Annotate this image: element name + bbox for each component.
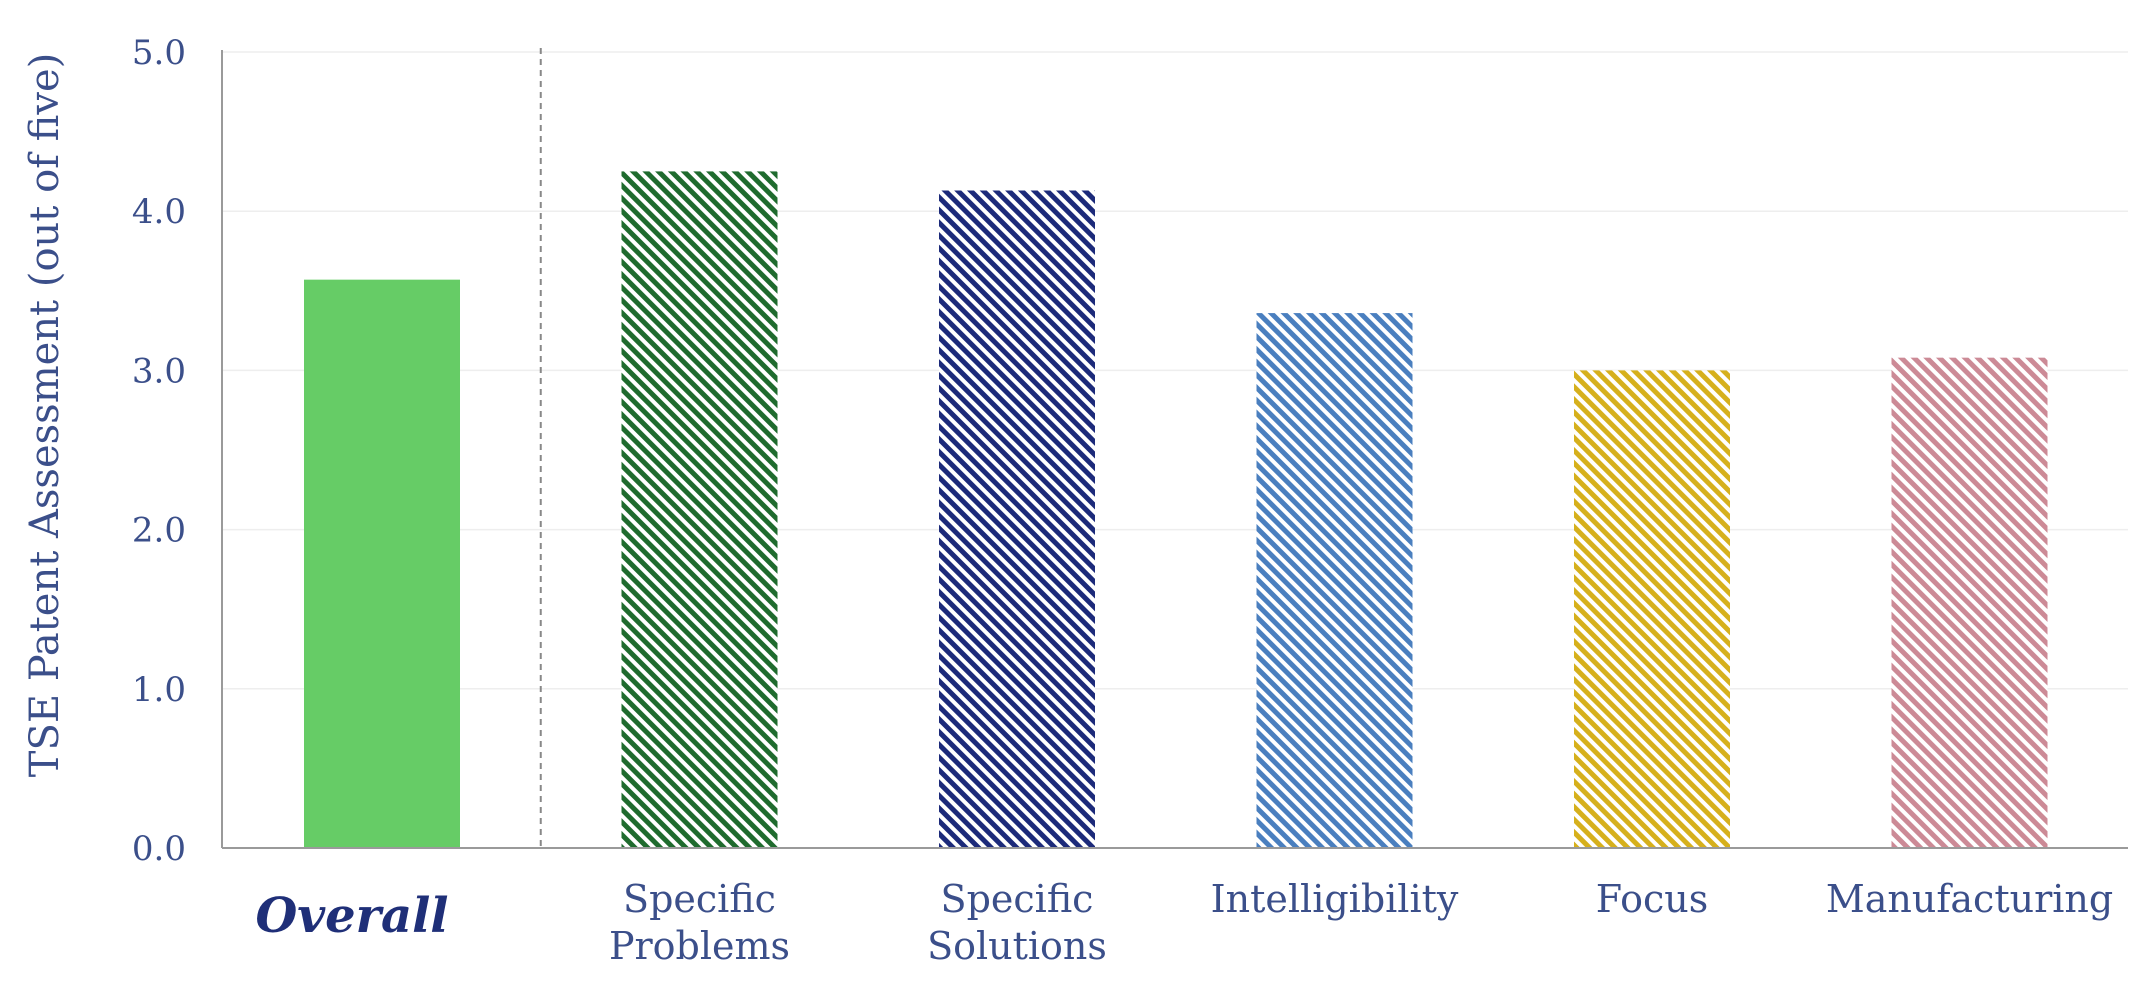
- gridlines: [222, 51, 2128, 690]
- bars: [304, 171, 2048, 848]
- x-category-label: Intelligibility: [1211, 877, 1459, 921]
- bar: [304, 279, 460, 848]
- x-category-label: Specific Solutions: [927, 877, 1107, 968]
- bar: [621, 171, 778, 848]
- y-axis-label: TSE Patent Assessment (out of five): [22, 53, 68, 777]
- bar: [1256, 313, 1413, 848]
- y-tick-labels: 0.0 1.0 2.0 3.0 4.0 5.0: [132, 33, 186, 869]
- axes: [221, 48, 2128, 849]
- y-tick-label: 3.0: [132, 351, 186, 391]
- bar: [1891, 357, 2048, 848]
- y-tick-label: 2.0: [132, 511, 186, 551]
- x-category-label: Focus: [1596, 877, 1708, 921]
- x-category-label: Overall: [255, 888, 448, 944]
- y-tick-label: 5.0: [132, 33, 186, 73]
- x-category-label: Manufacturing: [1826, 877, 2113, 921]
- y-tick-label: 0.0: [132, 829, 186, 869]
- y-tick-label: 4.0: [132, 192, 186, 232]
- x-category-label: Specific Problems: [609, 877, 790, 968]
- bar: [939, 190, 1095, 848]
- y-tick-label: 1.0: [132, 670, 186, 710]
- category-labels: Overall Specific Problems Specific Solutions…: [255, 877, 2113, 968]
- bar: [1574, 370, 1730, 848]
